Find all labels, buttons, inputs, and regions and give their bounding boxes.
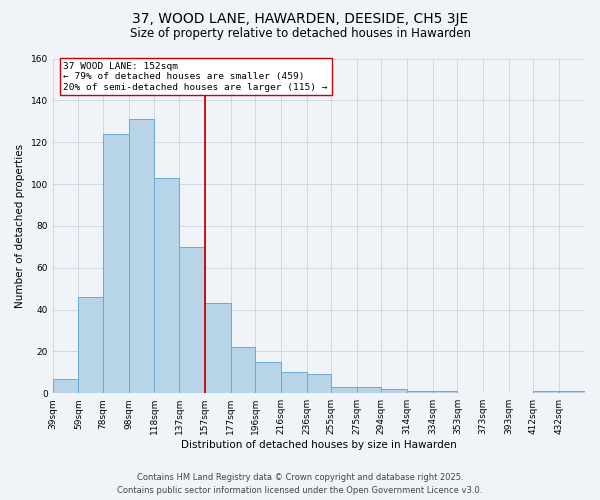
Bar	[129, 119, 154, 393]
X-axis label: Distribution of detached houses by size in Hawarden: Distribution of detached houses by size …	[181, 440, 457, 450]
Text: Size of property relative to detached houses in Hawarden: Size of property relative to detached ho…	[130, 28, 470, 40]
Bar	[205, 304, 230, 393]
Text: Contains HM Land Registry data © Crown copyright and database right 2025.
Contai: Contains HM Land Registry data © Crown c…	[118, 474, 482, 495]
Bar	[103, 134, 129, 393]
Bar	[559, 391, 585, 393]
Text: 37 WOOD LANE: 152sqm
← 79% of detached houses are smaller (459)
20% of semi-deta: 37 WOOD LANE: 152sqm ← 79% of detached h…	[64, 62, 328, 92]
Bar	[179, 247, 205, 393]
Y-axis label: Number of detached properties: Number of detached properties	[15, 144, 25, 308]
Bar	[357, 387, 382, 393]
Bar	[154, 178, 179, 393]
Bar	[230, 347, 255, 393]
Bar	[533, 391, 559, 393]
Bar	[407, 391, 433, 393]
Bar	[433, 391, 457, 393]
Bar	[331, 387, 357, 393]
Bar	[53, 378, 79, 393]
Bar	[255, 362, 281, 393]
Bar	[79, 297, 103, 393]
Text: 37, WOOD LANE, HAWARDEN, DEESIDE, CH5 3JE: 37, WOOD LANE, HAWARDEN, DEESIDE, CH5 3J…	[132, 12, 468, 26]
Bar	[307, 374, 331, 393]
Bar	[382, 389, 407, 393]
Bar	[281, 372, 307, 393]
